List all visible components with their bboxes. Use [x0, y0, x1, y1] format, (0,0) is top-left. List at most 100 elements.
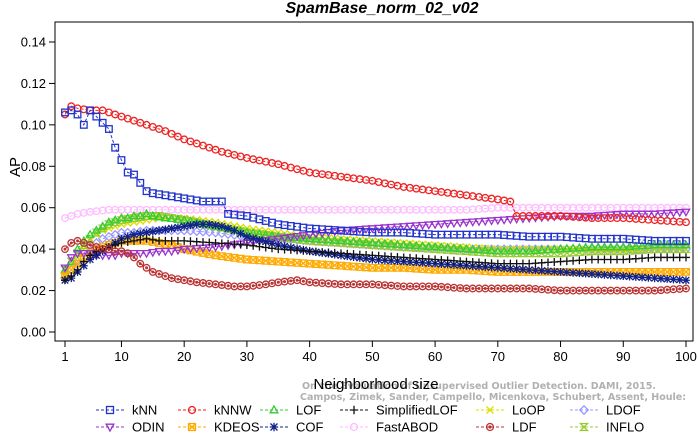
point-lof — [160, 212, 171, 222]
legend-label-inflo: INFLO — [606, 420, 644, 434]
point-ldf — [468, 284, 477, 293]
point-ldf-dot — [264, 282, 268, 286]
point-lof — [637, 240, 647, 250]
point-lof — [173, 214, 183, 223]
point-cof — [656, 274, 665, 283]
point-odin — [662, 209, 672, 219]
legend-item-kdeos: KDEOS — [178, 420, 260, 434]
point-cof — [443, 260, 452, 269]
point-ldf-dot — [433, 284, 437, 288]
point-inflo — [587, 247, 597, 256]
point-cof — [487, 263, 496, 272]
point-ldf-dot — [195, 280, 199, 284]
point-cof — [468, 262, 477, 271]
y-tick-label: 0.04 — [21, 242, 46, 257]
point-ldf-dot — [295, 278, 299, 282]
point-knnw — [104, 108, 113, 117]
point-ldf-dot — [107, 247, 111, 251]
point-ldf — [349, 280, 358, 289]
point-ldf — [682, 284, 690, 293]
point-ldf-dot — [508, 287, 512, 290]
point-ldf-dot — [176, 277, 180, 281]
point-simplifiedlof — [117, 238, 126, 247]
point-cof — [587, 270, 596, 278]
point-lof — [417, 241, 428, 250]
legend-marker-ldf-ring — [485, 422, 495, 432]
legend-label-loop: LoOP — [512, 403, 545, 418]
y-tick-label: 0.00 — [21, 325, 46, 340]
point-odin — [386, 223, 396, 233]
point-kdeos — [368, 263, 377, 272]
point-ldf — [669, 285, 678, 294]
point-ldf-dot — [634, 289, 638, 293]
point-ldf-dot — [515, 287, 519, 290]
point-cof — [173, 223, 182, 232]
point-lof — [317, 234, 327, 243]
legend-marker-inflo — [578, 422, 590, 432]
point-knn — [86, 106, 95, 115]
point-ldf-dot — [389, 284, 393, 288]
point-lof — [449, 243, 459, 252]
point-knnw — [161, 127, 170, 136]
x-tick-label: 90 — [616, 349, 630, 364]
point-lof — [587, 241, 597, 251]
point-ldf-dot — [220, 283, 224, 287]
point-kdeos — [349, 262, 358, 271]
point-cof — [493, 263, 502, 272]
point-cof — [167, 224, 176, 233]
x-axis-label: Neighborhood size — [313, 376, 438, 393]
point-knnw — [142, 120, 151, 129]
point-ldf — [148, 267, 157, 276]
point-ldf-dot — [421, 284, 425, 288]
point-kdeos — [324, 260, 333, 269]
point-ldf-dot — [571, 289, 575, 293]
point-simplifiedlof — [79, 257, 88, 266]
legend-label-lof: LOF — [296, 403, 321, 418]
point-ldf — [324, 279, 333, 288]
point-odin — [411, 222, 422, 231]
point-odin — [656, 210, 666, 219]
point-lof — [129, 210, 139, 220]
point-simplifiedlof — [123, 237, 132, 246]
point-cof — [217, 222, 226, 231]
point-ldf — [161, 272, 170, 281]
point-ldf-dot — [188, 279, 192, 283]
x-tick-label: 20 — [177, 349, 191, 364]
point-ldf — [224, 281, 233, 290]
point-inflo — [637, 246, 647, 254]
point-cof — [255, 236, 264, 244]
point-ldf-dot — [82, 241, 86, 245]
legend-item-cof: COF — [260, 420, 324, 434]
point-cof — [205, 220, 214, 229]
x-tick-label: 30 — [240, 349, 254, 364]
point-cof — [449, 260, 458, 269]
point-lof — [518, 246, 528, 255]
point-cof — [268, 239, 276, 248]
point-inflo — [561, 248, 572, 257]
point-lof — [605, 241, 616, 251]
plot-frame — [54, 21, 694, 342]
point-ldf-dot — [113, 249, 117, 253]
point-ldf-dot — [308, 280, 312, 284]
point-cof — [575, 269, 584, 278]
point-odin — [480, 217, 491, 227]
point-odin — [135, 249, 146, 259]
point-odin — [593, 212, 603, 221]
point-odin — [355, 225, 365, 235]
point-ldf-dot — [584, 289, 588, 293]
point-lof — [279, 232, 290, 241]
point-odin — [417, 221, 428, 231]
point-ldf-dot — [671, 287, 675, 291]
point-cof — [86, 255, 95, 264]
point-cof — [500, 264, 509, 273]
point-odin — [79, 249, 89, 259]
point-odin — [674, 208, 685, 218]
point-ldof — [204, 227, 215, 238]
point-ldf-dot — [163, 274, 167, 278]
point-cof — [92, 251, 101, 260]
point-lof — [530, 245, 541, 255]
point-simplifiedlof — [61, 276, 69, 285]
point-odin — [173, 246, 183, 256]
point-ldf-dot — [245, 284, 249, 288]
